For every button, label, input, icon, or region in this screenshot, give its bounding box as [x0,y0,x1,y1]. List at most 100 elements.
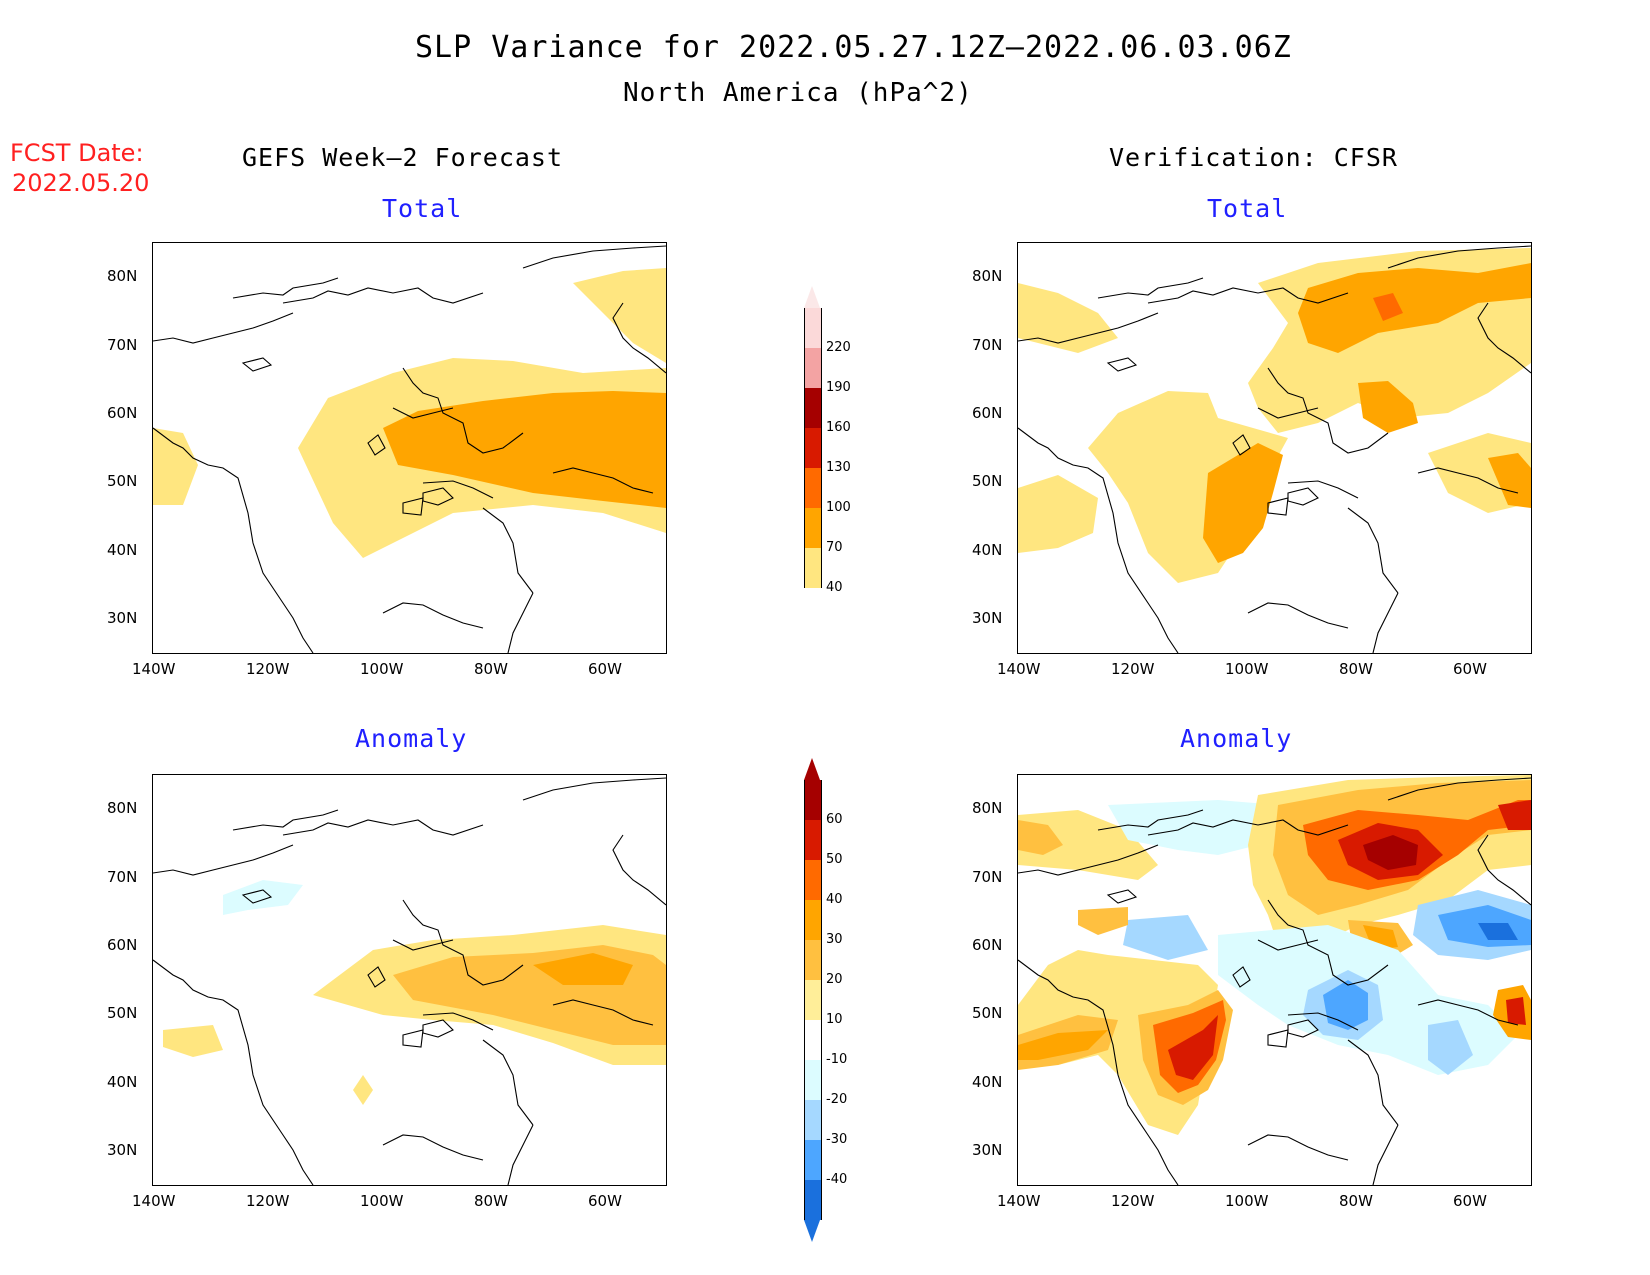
coastline-segment [1387,777,1531,801]
colorbar-segment [804,468,822,508]
colorbar-bottom-arrow [804,1220,820,1242]
colorbar-label: 60 [826,812,843,827]
lat-tick-label: 30N [107,608,138,627]
main-title: SLP Variance for 2022.05.27.12Z–2022.06.… [415,30,1292,65]
coastline-segment [367,966,386,988]
coastline-segment [1477,834,1531,906]
panel-tl-title: Total [382,194,463,223]
coastline-segment [1267,367,1389,454]
colorbar-segment [804,860,822,900]
lat-tick-label: 60N [107,935,138,954]
colorbar-label: 160 [826,420,851,435]
colorbar-anomaly: 60 50 40 30 20 10 -10 -20 -30 -40 [804,758,864,1242]
colorbar-label: 70 [826,540,843,555]
colorbar-segment [804,780,822,820]
colorbar-segment [804,820,822,860]
coastline-segment [153,844,294,876]
coastline-segment [1106,357,1138,372]
coastline-segment [1247,602,1349,629]
lon-tick-label: 60W [588,660,622,678]
lon-tick-label: 100W [1225,1192,1269,1210]
coastline-segment [422,1012,494,1031]
lat-tick-label: 40N [107,1072,138,1091]
coastline-segment [1287,1012,1359,1031]
colorbar-top-arrow [804,286,820,308]
colorbar-label: 130 [826,460,851,475]
lat-tick-label: 60N [107,403,138,422]
colorbar-segment [804,508,822,548]
map-panel-verification-anomaly [1017,774,1532,1186]
colorbar-top-arrow [804,758,820,780]
coastline-segment [402,1029,424,1048]
coastline-segment [1267,899,1389,986]
coastline-segment [1287,487,1319,506]
coastline-segment [402,899,524,986]
coastline-segment [1257,939,1319,951]
coastline-segment [612,834,666,906]
colorbar-label: 20 [826,972,843,987]
coastline-segment [1018,959,1179,1185]
colorbar-label: -10 [826,1052,848,1067]
lon-tick-label: 80W [474,660,508,678]
colorbar-segment [804,348,822,388]
lat-tick-label: 50N [972,472,1003,491]
coastline-segment [153,427,314,653]
coastline-segment [232,277,339,299]
coastline-segment [392,939,454,951]
coastline-segment [1267,497,1289,516]
colorbar-segment [804,388,822,428]
lat-tick-label: 40N [972,1072,1003,1091]
colorbar-label: 190 [826,380,851,395]
colorbar-label: -40 [826,1172,848,1187]
lon-tick-label: 60W [1453,660,1487,678]
coastline-segment [392,407,454,419]
coastline-segment [282,287,484,304]
coastline-segment [153,959,314,1185]
colorbar-label: 40 [826,580,843,595]
coastline-segment [232,809,339,831]
lat-tick-label: 50N [972,1004,1003,1023]
coastline-segment [1372,592,1399,653]
lon-tick-label: 120W [246,1192,290,1210]
colorbar-segment [804,940,822,980]
coastline-segment [1287,480,1359,499]
lat-tick-label: 30N [972,608,1003,627]
coastline-segment [1097,809,1204,831]
coastline-segment [1417,999,1519,1026]
panel-bl-title: Anomaly [355,724,468,753]
lon-tick-label: 80W [474,1192,508,1210]
lat-tick-label: 40N [972,540,1003,559]
lon-tick-label: 80W [1339,1192,1373,1210]
coastline-segment [422,480,494,499]
colorbar-label: 100 [826,500,851,515]
lon-tick-label: 120W [1111,660,1155,678]
lon-tick-label: 140W [997,660,1041,678]
coastline-segment [1147,287,1349,304]
coastline-segment [1147,819,1349,836]
colorbar-label: 40 [826,892,843,907]
coastline-segment [522,245,666,269]
coastline-segment [382,602,484,629]
colorbar-segment [804,1020,822,1060]
fcst-date-label: FCST Date: [10,139,144,167]
panel-tr-title: Total [1207,194,1288,223]
left-column-title: GEFS Week–2 Forecast [242,143,564,172]
lat-tick-label: 70N [972,867,1003,886]
lon-tick-label: 100W [360,660,404,678]
colorbar-total: 220 190 160 130 100 70 40 [804,286,864,616]
colorbar-segment [804,308,822,348]
colorbar-label: 30 [826,932,843,947]
subtitle: North America (hPa^2) [623,78,973,108]
lon-tick-label: 100W [360,1192,404,1210]
colorbar-segment [804,900,822,940]
coastline-segment [552,999,654,1026]
lon-tick-label: 120W [246,660,290,678]
colorbar-label: 50 [826,852,843,867]
coastline-segment [1257,407,1319,419]
lat-tick-label: 60N [972,935,1003,954]
lon-tick-label: 100W [1225,660,1269,678]
lat-tick-label: 80N [107,267,138,286]
lon-tick-label: 140W [132,1192,176,1210]
colorbar-segment [804,980,822,1020]
coastline-segment [1097,277,1204,299]
